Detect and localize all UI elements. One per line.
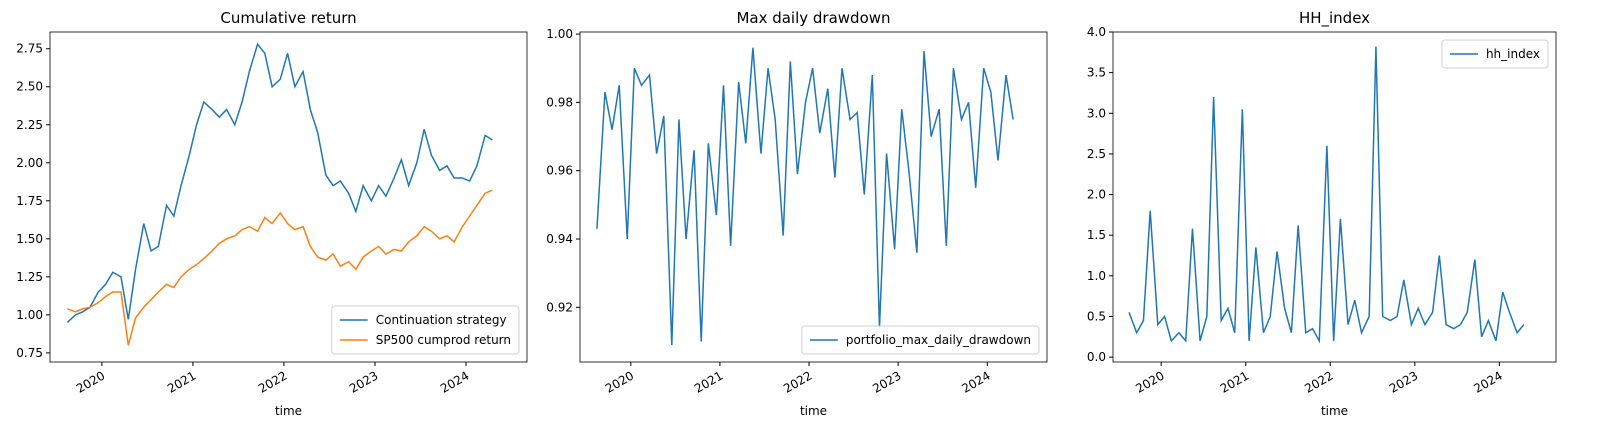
y-tick-label: 1.5	[1087, 228, 1106, 242]
x-tick-label: 2024	[438, 368, 471, 395]
y-tick-label: 0.98	[546, 95, 573, 109]
x-tick-label: 2024	[959, 368, 992, 395]
x-axis-label: time	[1321, 404, 1348, 418]
series-line	[66, 42, 493, 324]
y-tick-label: 2.25	[16, 118, 43, 132]
x-tick-label: 2022	[1302, 368, 1335, 395]
y-tick-label: 0.94	[546, 232, 573, 246]
legend-label: hh_index	[1486, 47, 1540, 61]
x-tick-label: 2020	[603, 368, 636, 395]
y-tick-label: 1.25	[16, 270, 43, 284]
y-tick-label: 0.75	[16, 346, 43, 360]
legend-box	[1441, 39, 1549, 69]
y-tick-label: 3.5	[1087, 66, 1106, 80]
y-tick-label: 0.5	[1087, 309, 1106, 323]
x-tick-label: 2023	[870, 368, 903, 395]
x-tick-label: 2022	[781, 368, 814, 395]
x-tick-label: 2022	[256, 368, 289, 395]
plot-frame	[49, 31, 528, 363]
y-tick-label: 2.00	[16, 156, 43, 170]
y-tick-label: 0.0	[1087, 350, 1106, 364]
plot-frame	[579, 31, 1048, 363]
y-tick-label: 0.92	[546, 300, 573, 314]
plot-frame	[1112, 31, 1557, 363]
legend: hh_index	[1441, 39, 1549, 69]
y-tick-label: 0.96	[546, 164, 573, 178]
series-line	[596, 47, 1014, 345]
chart-title: Cumulative return	[220, 9, 356, 27]
legend-box	[801, 325, 1040, 355]
y-tick-label: 2.50	[16, 80, 43, 94]
x-tick-label: 2021	[1218, 368, 1251, 395]
y-tick-label: 2.75	[16, 42, 43, 56]
legend: portfolio_max_daily_drawdown	[801, 325, 1040, 355]
y-tick-label: 3.0	[1087, 106, 1106, 120]
y-tick-label: 2.0	[1087, 188, 1106, 202]
legend-label: Continuation strategy	[376, 313, 507, 327]
legend-box	[331, 305, 520, 355]
legend-label: portfolio_max_daily_drawdown	[846, 333, 1031, 347]
x-tick-label: 2020	[1133, 368, 1166, 395]
x-axis-label: time	[275, 404, 302, 418]
y-tick-label: 2.5	[1087, 147, 1106, 161]
y-tick-label: 1.00	[546, 27, 573, 41]
x-tick-label: 2020	[74, 368, 107, 395]
chart-title: HH_index	[1299, 9, 1370, 28]
y-tick-label: 1.75	[16, 194, 43, 208]
legend-label: SP500 cumprod return	[376, 333, 511, 347]
y-tick-label: 1.0	[1087, 269, 1106, 283]
series-line	[67, 189, 493, 346]
x-tick-label: 2024	[1471, 368, 1504, 395]
x-axis-label: time	[800, 404, 827, 418]
y-tick-label: 1.00	[16, 308, 43, 322]
x-tick-label: 2023	[347, 368, 380, 395]
y-tick-label: 1.50	[16, 232, 43, 246]
chart-title: Max daily drawdown	[736, 9, 890, 27]
x-tick-label: 2023	[1387, 368, 1420, 395]
x-tick-label: 2021	[165, 368, 198, 395]
x-tick-label: 2021	[692, 368, 725, 395]
legend: Continuation strategy SP500 cumprod retur…	[331, 305, 520, 355]
y-tick-label: 4.0	[1087, 25, 1106, 39]
series-line	[1128, 46, 1525, 344]
